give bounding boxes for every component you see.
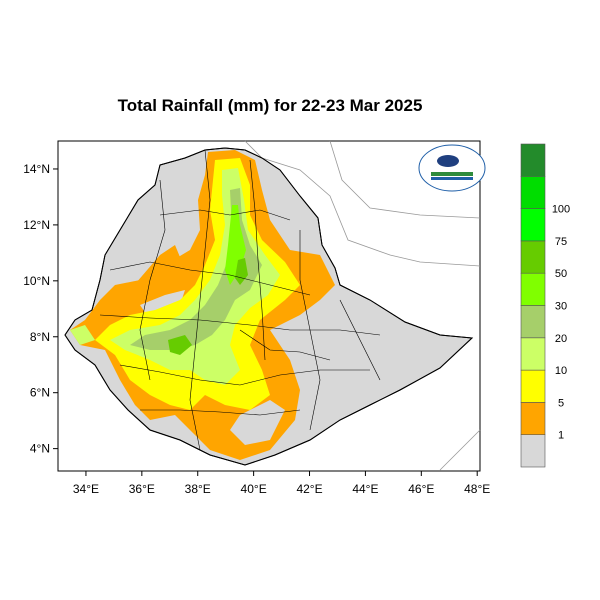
x-tick-label: 40°E xyxy=(241,482,267,496)
x-tick-label: 48°E xyxy=(464,482,490,496)
x-tick-label: 46°E xyxy=(408,482,434,496)
y-tick-label: 6°N xyxy=(30,386,50,400)
colorbar-label: 5 xyxy=(558,397,564,409)
colorbar-swatch xyxy=(520,208,546,242)
y-axis-ticks: 14°N 12°N 10°N 8°N 6°N 4°N xyxy=(23,162,58,456)
colorbar: 1 5 10 20 30 50 75 100 xyxy=(520,143,570,468)
colorbar-label: 50 xyxy=(555,268,567,280)
admin-borders xyxy=(99,149,381,451)
y-tick-label: 4°N xyxy=(30,442,50,456)
colorbar-swatch xyxy=(520,434,546,468)
colorbar-swatch xyxy=(520,272,546,306)
colorbar-label: 30 xyxy=(555,301,567,313)
colorbar-label: 10 xyxy=(555,365,567,377)
colorbar-label: 1 xyxy=(558,430,564,442)
colorbar-label: 100 xyxy=(552,204,570,216)
rainfall-shading xyxy=(70,150,335,460)
meteorology-agency-logo xyxy=(418,144,486,192)
x-tick-label: 36°E xyxy=(129,482,155,496)
x-tick-label: 38°E xyxy=(185,482,211,496)
y-tick-label: 12°N xyxy=(23,218,50,232)
y-tick-label: 10°N xyxy=(23,274,50,288)
neighbour-borders xyxy=(244,140,481,471)
colorbar-swatch xyxy=(520,305,546,339)
colorbar-swatch xyxy=(520,402,546,435)
colorbar-label: 75 xyxy=(555,236,567,248)
colorbar-swatch xyxy=(520,143,546,177)
colorbar-swatch xyxy=(520,337,546,371)
colorbar-swatch xyxy=(520,176,546,209)
x-tick-label: 34°E xyxy=(73,482,99,496)
y-tick-label: 8°N xyxy=(30,330,50,344)
x-tick-label: 44°E xyxy=(352,482,378,496)
x-axis-ticks: 34°E 36°E 38°E 40°E 42°E 44°E 46°E 48°E xyxy=(73,471,490,496)
country-outline xyxy=(64,147,474,466)
map-title: Total Rainfall (mm) for 22-23 Mar 2025 xyxy=(117,96,423,115)
colorbar-swatch xyxy=(520,369,546,403)
x-tick-label: 42°E xyxy=(296,482,322,496)
y-tick-label: 14°N xyxy=(23,162,50,176)
colorbar-swatch xyxy=(520,240,546,274)
colorbar-label: 20 xyxy=(555,333,567,345)
